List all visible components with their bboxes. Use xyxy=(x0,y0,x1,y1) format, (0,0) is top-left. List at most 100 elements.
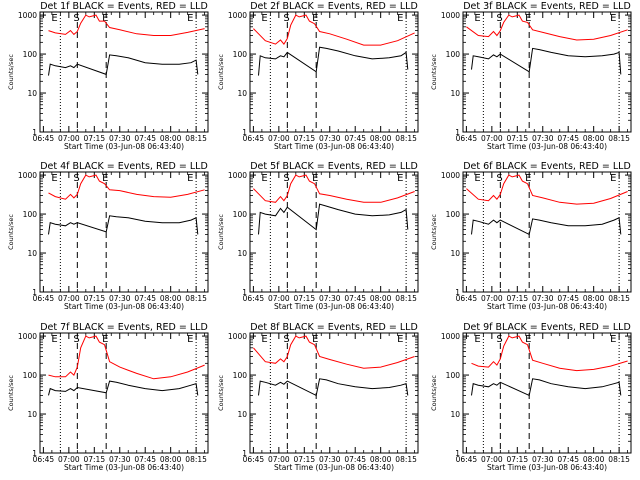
x-tick-label: 08:00 xyxy=(583,294,605,303)
x-tick-label: 06:45 xyxy=(243,294,265,303)
y-tick-label: 100 xyxy=(446,50,461,59)
x-tick-label: 07:00 xyxy=(481,294,503,303)
x-tick-label: 08:15 xyxy=(608,294,630,303)
marker-label-e: E xyxy=(474,13,480,24)
series-line-lld xyxy=(48,14,205,36)
plot-frame xyxy=(39,11,209,133)
marker-label-e: E xyxy=(312,173,318,184)
plot-frame xyxy=(462,332,632,454)
panel-title: Det 9f BLACK = Events, RED = LLD xyxy=(463,322,631,333)
x-tick-label: 07:00 xyxy=(481,134,503,143)
marker-label-e: E xyxy=(102,13,108,24)
detector-panel-8: Det 8f BLACK = Events, RED = LLD 1 10 100 10… xyxy=(217,322,419,472)
y-tick-label: 1 xyxy=(32,128,37,137)
x-tick-label: 06:45 xyxy=(243,134,265,143)
series-line-lld xyxy=(253,174,415,203)
y-tick-label: 100 xyxy=(446,210,461,219)
x-tick-label: 08:00 xyxy=(370,294,392,303)
x-tick-label: 07:15 xyxy=(293,455,315,464)
y-tick-label: 10 xyxy=(27,410,37,419)
series-line-events xyxy=(258,203,409,235)
y-axis-label: Counts/sec xyxy=(430,54,438,90)
marker-label-s: S xyxy=(283,334,289,345)
y-tick-label: 10 xyxy=(450,89,460,98)
y-axis-label: Counts/sec xyxy=(7,214,15,250)
panel-title: Det 8f BLACK = Events, RED = LLD xyxy=(250,322,418,333)
series-line-lld xyxy=(466,14,628,41)
y-axis-label: Counts/sec xyxy=(430,375,438,411)
y-tick-label: 10 xyxy=(27,89,37,98)
x-tick-label: 07:30 xyxy=(532,134,554,143)
x-tick-label: 06:45 xyxy=(33,455,55,464)
y-tick-label: 1000 xyxy=(228,171,247,180)
x-tick-label: 08:15 xyxy=(395,134,417,143)
x-tick-label: 07:15 xyxy=(293,134,315,143)
panel-title: Det 6f BLACK = Events, RED = LLD xyxy=(463,161,631,172)
x-tick-label: 07:15 xyxy=(83,134,105,143)
y-tick-label: 10 xyxy=(450,410,460,419)
y-tick-label: 100 xyxy=(446,371,461,380)
x-axis-label: Start Time (03-Jun-08 06:43:40) xyxy=(274,302,394,311)
detector-panel-4: Det 4f BLACK = Events, RED = LLD 1 10 100 10… xyxy=(7,161,209,311)
marker-label-s: S xyxy=(73,13,79,24)
y-tick-label: 1 xyxy=(242,288,247,297)
x-tick-label: 08:00 xyxy=(370,134,392,143)
series-line-events xyxy=(48,215,199,235)
marker-label-e: E xyxy=(610,13,616,24)
y-axis-label: Counts/sec xyxy=(7,375,15,411)
y-tick-label: 1000 xyxy=(228,332,247,341)
marker-label-e: E xyxy=(610,173,616,184)
marker-label-e: E xyxy=(397,334,403,345)
x-axis-label: Start Time (03-Jun-08 06:43:40) xyxy=(64,463,184,472)
x-tick-label: 07:45 xyxy=(557,455,579,464)
detector-panel-9: Det 9f BLACK = Events, RED = LLD 1 10 100 10… xyxy=(430,322,632,472)
x-axis-label: Start Time (03-Jun-08 06:43:40) xyxy=(487,142,607,151)
y-tick-label: 10 xyxy=(27,249,37,258)
marker-label-e: E xyxy=(397,13,403,24)
marker-label-e: E xyxy=(187,334,193,345)
plot-frame xyxy=(249,171,419,293)
series-line-lld xyxy=(466,174,628,205)
panel-title: Det 7f BLACK = Events, RED = LLD xyxy=(40,322,208,333)
series-line-lld xyxy=(48,174,205,200)
marker-label-e: E xyxy=(187,173,193,184)
y-tick-label: 1 xyxy=(242,128,247,137)
panel-title: Det 2f BLACK = Events, RED = LLD xyxy=(250,1,418,12)
plot-frame xyxy=(39,332,209,454)
series-line-events xyxy=(48,54,199,76)
x-tick-label: 07:00 xyxy=(481,455,503,464)
x-tick-label: 07:30 xyxy=(109,134,131,143)
x-tick-label: 07:45 xyxy=(134,294,156,303)
marker-label-s: S xyxy=(73,173,79,184)
x-tick-label: 07:15 xyxy=(506,134,528,143)
series-line-events xyxy=(48,380,199,396)
x-tick-label: 07:00 xyxy=(58,455,80,464)
x-tick-label: 07:30 xyxy=(532,455,554,464)
x-tick-label: 06:45 xyxy=(456,134,478,143)
x-tick-label: 07:30 xyxy=(109,455,131,464)
series-line-lld xyxy=(253,14,415,46)
y-tick-label: 1000 xyxy=(18,11,37,20)
y-tick-label: 1 xyxy=(32,449,37,458)
x-tick-label: 07:15 xyxy=(506,294,528,303)
x-tick-label: 08:15 xyxy=(185,455,207,464)
panel-title: Det 4f BLACK = Events, RED = LLD xyxy=(40,161,208,172)
marker-label-e: E xyxy=(397,173,403,184)
marker-label-s: S xyxy=(283,173,289,184)
x-tick-label: 08:15 xyxy=(608,455,630,464)
y-tick-label: 100 xyxy=(233,210,248,219)
y-tick-label: 1 xyxy=(455,128,460,137)
series-line-lld xyxy=(253,335,415,369)
y-tick-label: 1000 xyxy=(441,332,460,341)
x-tick-label: 06:45 xyxy=(33,294,55,303)
x-tick-label: 07:45 xyxy=(557,134,579,143)
y-tick-label: 1000 xyxy=(18,332,37,341)
x-tick-label: 08:15 xyxy=(608,134,630,143)
x-tick-label: 06:45 xyxy=(456,455,478,464)
y-tick-label: 1000 xyxy=(441,11,460,20)
marker-label-e: E xyxy=(261,334,267,345)
marker-label-e: E xyxy=(525,173,531,184)
plot-frame xyxy=(249,332,419,454)
x-tick-label: 07:15 xyxy=(83,294,105,303)
x-tick-label: 07:45 xyxy=(557,294,579,303)
